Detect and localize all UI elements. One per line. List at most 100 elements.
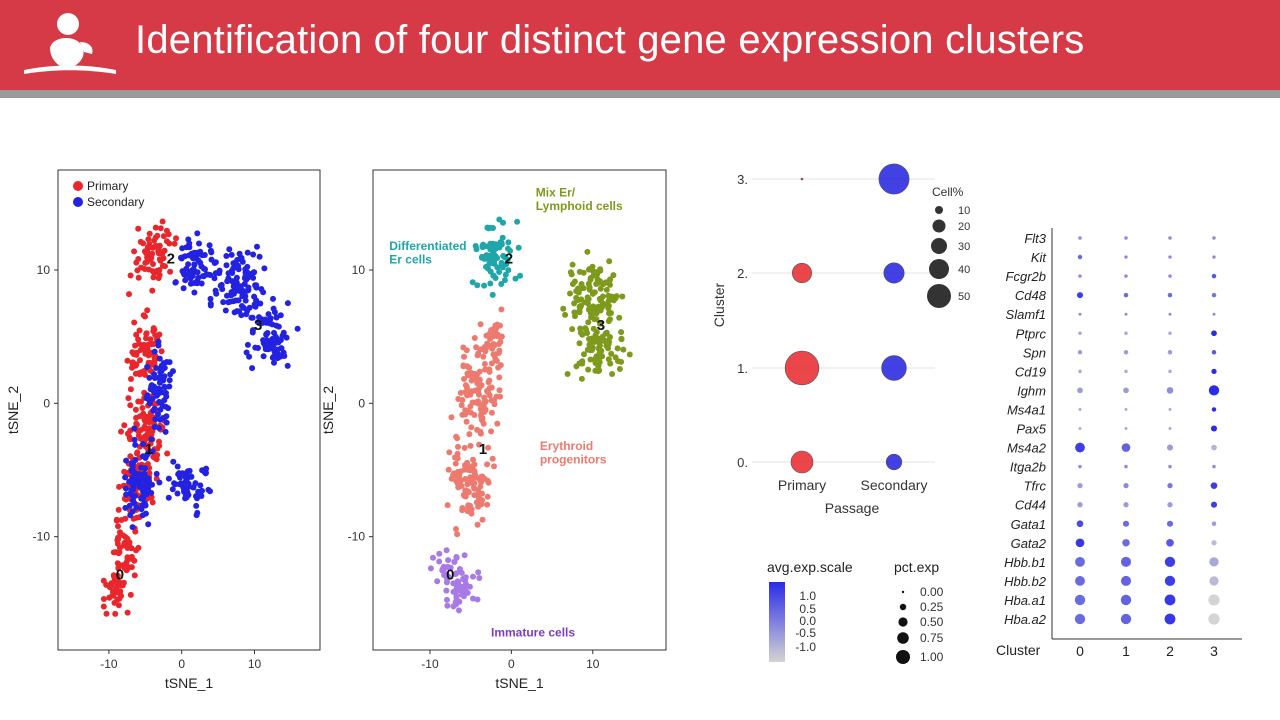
cell-point [156,479,163,486]
cell-point [481,361,488,367]
cell-point [585,366,592,373]
cell-point [182,479,189,486]
cell-point [150,261,156,267]
cell-point [567,269,574,276]
y-tick-label: 0 [358,396,365,410]
cell-point [272,333,279,340]
cell-point [445,466,452,473]
cell-point [213,290,220,297]
cell-point [127,386,134,393]
cell-point [582,325,589,332]
cell-point [242,297,249,304]
cell-point [139,502,146,509]
cell-point [494,420,501,427]
expression-dot [1211,407,1217,412]
cell-point [156,256,163,263]
expression-dot [1212,312,1216,316]
color-legend-tick: 0.5 [799,602,816,616]
cell-point [475,569,482,576]
cell-point [144,363,151,370]
cell-point [240,304,247,311]
cell-point [458,402,465,409]
cell-point [608,350,615,357]
cell-point [142,350,149,357]
cell-point [430,554,436,561]
expression-dot [1074,613,1086,625]
x-axis-label: tSNE_1 [495,675,543,691]
cell-point [505,245,511,252]
cell-point [142,455,149,461]
cell-point [466,583,473,590]
cell-point [249,365,256,372]
expression-dot [1124,464,1128,469]
cell-point [149,499,156,506]
cell-point [145,425,152,432]
cell-point [591,307,598,314]
cell-point [489,291,496,298]
cell-point [146,470,153,477]
cell-point [116,581,122,588]
cell-point [116,483,123,490]
cell-point [166,240,173,247]
cell-point [211,275,218,282]
size-legend-dot [929,259,949,279]
cell-point [453,526,459,532]
expression-dot [1208,385,1220,396]
cell-point [137,357,143,364]
size-legend-value: 30 [958,241,970,253]
expression-dot [1210,482,1218,489]
cell-point [491,401,498,408]
cell-point [476,441,483,448]
cell-point [141,470,148,477]
cell-point [173,235,179,242]
cell-point [207,295,214,302]
cell-point [471,461,478,468]
cell-point [183,494,190,501]
cell-point [246,353,253,360]
cell-point [464,508,471,515]
cell-point [142,465,149,472]
cell-point [183,244,190,251]
cell-point [275,323,282,330]
cell-point [249,329,256,336]
cell-point [198,493,205,499]
cell-point [271,359,277,366]
expression-dot [1123,292,1129,298]
cell-point [488,360,495,367]
cell-point [484,501,491,508]
cell-point [232,297,239,304]
cell-point [279,332,286,339]
expression-dot [1075,538,1085,548]
cell-point [607,316,613,323]
cell-point [254,243,260,250]
cell-point [160,233,167,240]
cell-point [453,471,460,478]
cell-point [609,371,616,377]
cell-point [586,341,593,348]
expression-dot [1209,576,1219,586]
cell-point [139,512,146,519]
expression-dot [1168,331,1172,335]
cell-point [488,409,495,416]
cell-point [207,247,214,254]
cluster-passage-dotplot: 3. 2. 1. 0. Primary Secondary Passage Cluster Ce… [711,163,970,516]
cell-point [137,477,144,484]
cell-point [118,428,124,435]
gene-label: Hbb.b1 [1004,555,1046,570]
cell-point [121,540,128,546]
expression-dot [1078,464,1082,469]
cell-point [118,517,125,523]
cell-point [484,388,490,394]
gene-label: Hba.a2 [1004,612,1047,627]
size-legend-dot [932,219,946,233]
tsne-cluster-panel: -10 0 10 10 0 -10 tSNE_1 tSNE_2 0 1 2 3 Mix Er/Lymph… [320,169,667,691]
cell-point [195,257,202,264]
y-tick-label: 0 [43,396,50,410]
cell-point [231,290,237,297]
cell-point [474,596,481,603]
cell-point [193,502,200,509]
cell-point [619,293,626,300]
cell-point [579,360,586,367]
cell-point [160,376,167,383]
expression-dot [1164,594,1176,606]
